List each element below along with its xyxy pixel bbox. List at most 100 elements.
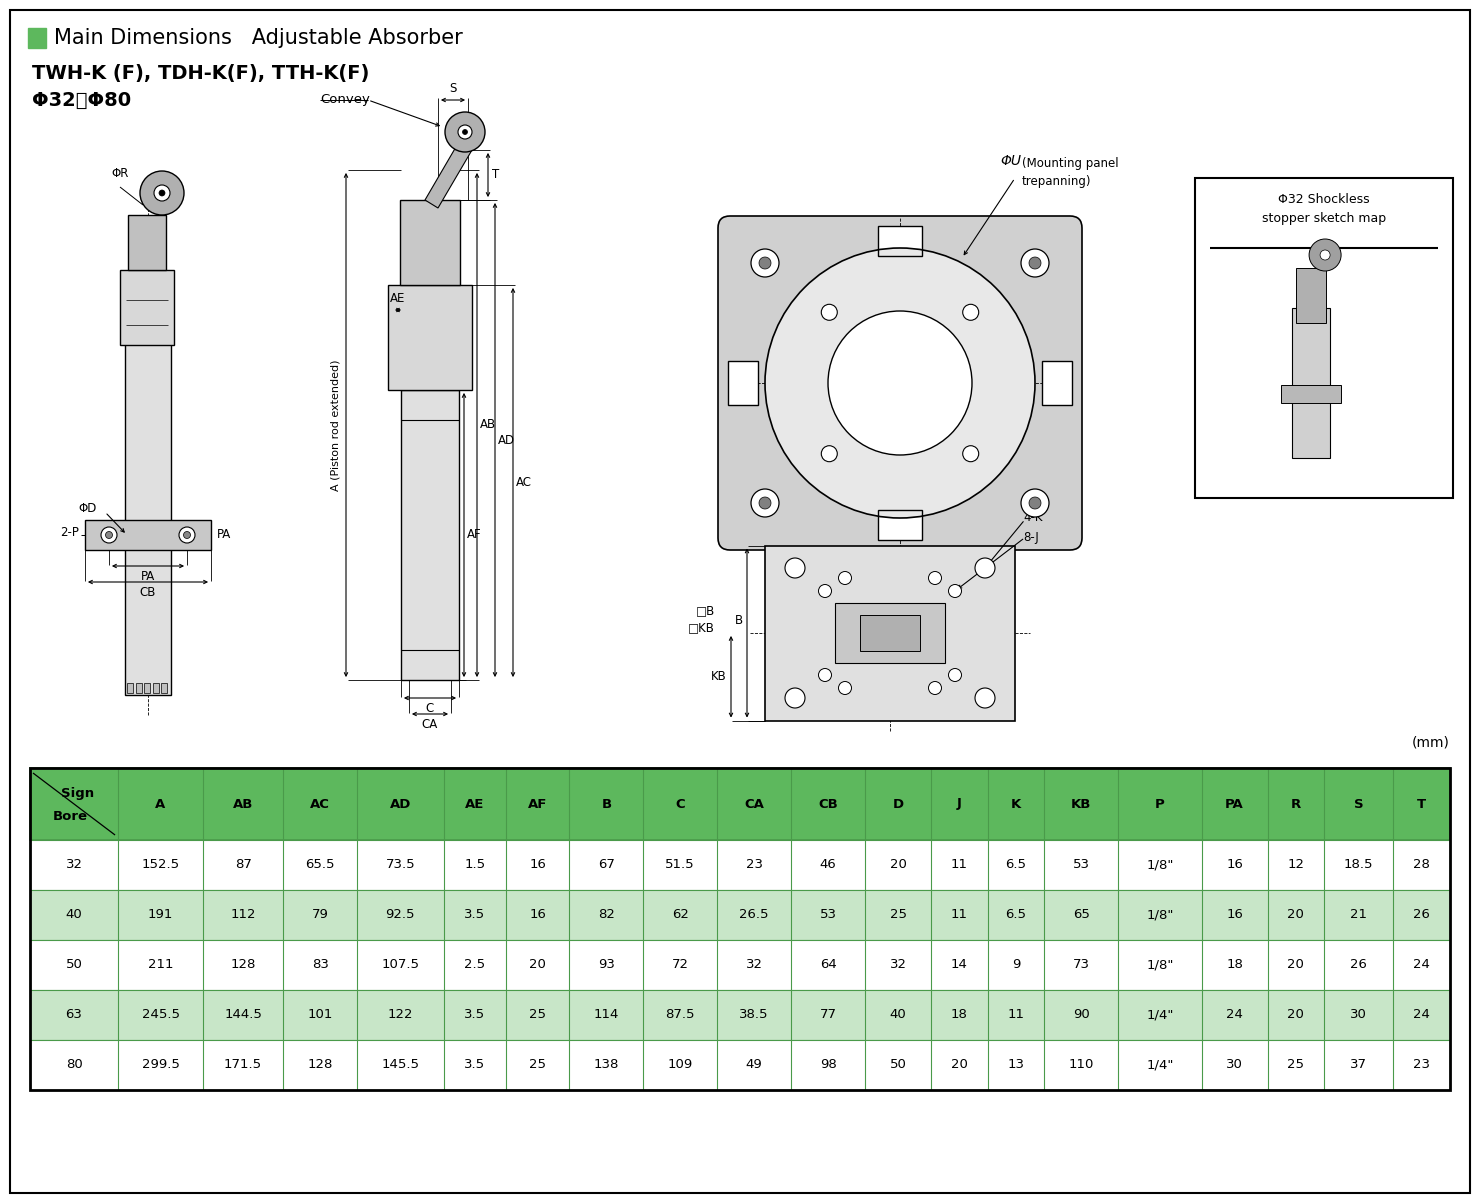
- Text: 171.5: 171.5: [223, 1059, 262, 1072]
- Text: 30: 30: [1350, 1008, 1368, 1021]
- Circle shape: [975, 688, 995, 709]
- Text: □B: □B: [696, 604, 715, 617]
- FancyBboxPatch shape: [718, 217, 1082, 550]
- Text: 64: 64: [820, 959, 836, 972]
- Text: 37: 37: [1350, 1059, 1368, 1072]
- Text: B: B: [736, 615, 743, 628]
- Circle shape: [101, 527, 117, 543]
- Text: C: C: [426, 703, 434, 715]
- Text: 72: 72: [672, 959, 688, 972]
- Circle shape: [1029, 257, 1040, 269]
- Circle shape: [949, 585, 962, 598]
- Text: Φ32 Shockless: Φ32 Shockless: [1279, 192, 1370, 206]
- Circle shape: [759, 257, 771, 269]
- Text: 101: 101: [308, 1008, 333, 1021]
- Text: T: T: [1418, 798, 1427, 811]
- Text: S: S: [450, 82, 457, 95]
- Text: 23: 23: [1413, 1059, 1430, 1072]
- Text: 112: 112: [231, 908, 256, 921]
- Text: 46: 46: [820, 859, 836, 871]
- Circle shape: [750, 249, 778, 277]
- Text: 23: 23: [746, 859, 762, 871]
- Bar: [161, 683, 167, 693]
- Text: A (Piston rod extended): A (Piston rod extended): [332, 360, 340, 491]
- Text: 92.5: 92.5: [386, 908, 414, 921]
- Text: AE: AE: [391, 292, 406, 306]
- Circle shape: [1021, 488, 1049, 517]
- Text: 51.5: 51.5: [666, 859, 696, 871]
- Bar: [124, 306, 172, 695]
- Text: T: T: [491, 168, 499, 182]
- Text: CA: CA: [422, 718, 438, 731]
- Text: AB: AB: [480, 419, 496, 432]
- Text: 32: 32: [65, 859, 83, 871]
- Circle shape: [184, 532, 191, 539]
- Text: 80: 80: [65, 1059, 83, 1072]
- Text: 109: 109: [667, 1059, 693, 1072]
- Text: AC: AC: [517, 476, 531, 488]
- Text: 11: 11: [1008, 1008, 1024, 1021]
- Text: 14: 14: [952, 959, 968, 972]
- Text: 20: 20: [530, 959, 546, 972]
- Text: 9: 9: [1012, 959, 1020, 972]
- Circle shape: [462, 130, 468, 135]
- Circle shape: [962, 445, 978, 462]
- Text: 1/8": 1/8": [1146, 908, 1174, 921]
- Text: 1/8": 1/8": [1146, 859, 1174, 871]
- Circle shape: [1029, 497, 1040, 509]
- Text: PA: PA: [141, 570, 155, 583]
- Text: 65.5: 65.5: [305, 859, 334, 871]
- Bar: [30, 840, 1450, 890]
- Bar: [30, 1041, 1450, 1090]
- Circle shape: [445, 112, 485, 152]
- Circle shape: [158, 190, 164, 196]
- Text: CB: CB: [139, 586, 157, 599]
- Bar: [835, 603, 946, 663]
- Text: 25: 25: [530, 1059, 546, 1072]
- Text: Convey: Convey: [320, 94, 370, 107]
- Text: ΦR: ΦR: [111, 167, 129, 180]
- Bar: [1042, 361, 1072, 405]
- Text: 40: 40: [65, 908, 83, 921]
- Text: 38.5: 38.5: [740, 1008, 770, 1021]
- Text: AF: AF: [528, 798, 548, 811]
- Text: 30: 30: [1225, 1059, 1243, 1072]
- Circle shape: [928, 682, 941, 694]
- Text: 40: 40: [889, 1008, 906, 1021]
- Circle shape: [818, 669, 832, 682]
- Text: AE: AE: [465, 798, 485, 811]
- Text: 114: 114: [593, 1008, 619, 1021]
- Text: 20: 20: [1288, 1008, 1304, 1021]
- Text: 20: 20: [1288, 908, 1304, 921]
- Circle shape: [105, 532, 112, 539]
- Text: 98: 98: [820, 1059, 836, 1072]
- Text: 24: 24: [1413, 959, 1430, 972]
- Text: trepanning): trepanning): [1023, 174, 1092, 188]
- Text: 50: 50: [889, 1059, 906, 1072]
- Circle shape: [839, 571, 851, 585]
- Text: □KB: □KB: [688, 622, 715, 634]
- Text: A: A: [155, 798, 166, 811]
- Bar: [30, 768, 1450, 1090]
- Text: R: R: [1291, 798, 1301, 811]
- Text: 32: 32: [746, 959, 762, 972]
- Circle shape: [827, 312, 972, 455]
- Text: TWH-K (F), TDH-K(F), TTH-K(F): TWH-K (F), TDH-K(F), TTH-K(F): [33, 64, 370, 83]
- Text: 2.5: 2.5: [465, 959, 485, 972]
- Circle shape: [821, 304, 838, 320]
- Circle shape: [928, 571, 941, 585]
- Bar: [30, 990, 1450, 1041]
- Bar: [728, 361, 758, 405]
- Text: D: D: [892, 798, 904, 811]
- Text: 18: 18: [952, 1008, 968, 1021]
- Text: 82: 82: [598, 908, 614, 921]
- Bar: [30, 940, 1450, 990]
- Circle shape: [154, 185, 170, 201]
- Bar: [765, 545, 1015, 721]
- Text: 25: 25: [1288, 1059, 1304, 1072]
- Text: 18: 18: [1225, 959, 1243, 972]
- Bar: [388, 285, 472, 390]
- Circle shape: [759, 497, 771, 509]
- Bar: [1042, 361, 1072, 405]
- Text: 79: 79: [312, 908, 329, 921]
